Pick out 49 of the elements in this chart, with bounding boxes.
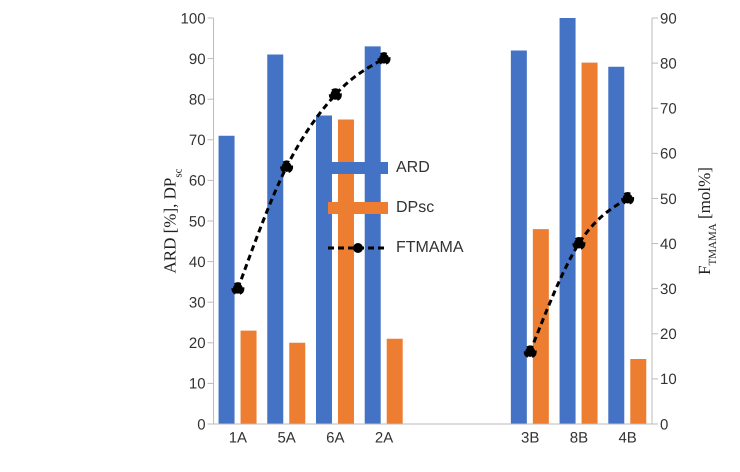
y-tick-label: 0 [197,416,206,434]
y-tick-label: 70 [188,132,206,150]
y2-tick-label: 20 [660,326,677,344]
y2-tick-label: 70 [660,100,677,118]
x-tick-label: 6A [326,430,345,447]
bar [582,62,598,424]
bar [289,342,306,424]
x-tick-label: 8B [570,430,588,447]
legend-label: DPsc [396,199,434,217]
bar [267,54,284,424]
legend-label: ARD [396,159,430,177]
y2-tick-label: 10 [660,371,677,388]
bar [560,18,576,424]
point [328,88,342,102]
bar [240,330,257,424]
y-tick-label: 10 [188,376,206,393]
y2-tick-label: 0 [660,416,668,434]
bar [386,338,403,424]
y2-tick-label: 60 [660,146,677,163]
x-tick-label: 4B [618,430,637,447]
point [280,160,294,174]
y2-tick-label: 30 [660,280,677,298]
y2-tick-label: 90 [660,10,677,28]
x-tick-label: 2A [374,430,394,447]
y-tick-label: 30 [188,294,206,312]
x-tick-label: 5A [277,430,296,447]
point [621,192,634,205]
point [524,345,537,358]
point [378,52,391,66]
bar [218,136,235,424]
point [572,237,586,250]
y-tick-label: 60 [188,172,206,190]
y2-tick-label: 50 [660,190,677,208]
y-tick-label: 50 [188,213,206,230]
point [231,282,244,296]
y-tick-label: 80 [188,92,206,109]
y2-tick-label: 40 [660,236,677,253]
legend-label: FTMAMA [396,239,464,257]
x-tick-label: 3B [521,430,540,447]
y-tick-label: 100 [180,10,206,28]
bar [630,359,646,424]
y-tick-label: 90 [188,50,206,68]
x-tick-label: 1A [228,430,248,447]
y2-tick-label: 80 [660,55,677,72]
bar [510,50,527,424]
bar [532,229,549,424]
bar [608,66,624,424]
y-tick-label: 40 [188,254,206,271]
y-tick-label: 20 [188,335,206,352]
